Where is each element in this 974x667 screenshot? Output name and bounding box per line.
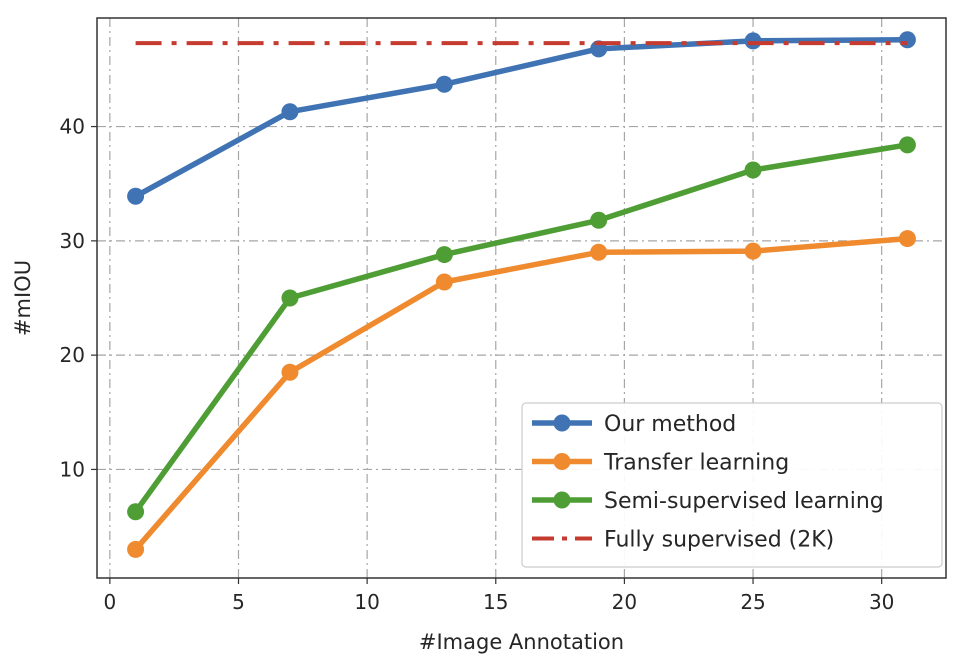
y-tick-label: 40 <box>60 115 85 139</box>
legend-item-transfer-learning: Transfer learning <box>532 451 789 476</box>
our-method-point <box>898 31 916 49</box>
y-axis-label: #mIOU <box>11 260 35 336</box>
our-method-point <box>281 103 299 121</box>
series-transfer-learning <box>127 230 916 558</box>
legend: Our method Transfer learning Semi-supervis… <box>521 402 943 568</box>
x-tick-label: 5 <box>232 590 245 614</box>
semi-supervised-learning-point <box>127 503 145 521</box>
legend-marker <box>553 491 571 509</box>
plot-frame <box>96 17 947 579</box>
semi-supervised-learning-line <box>132 142 911 515</box>
transfer-learning-point <box>435 273 453 291</box>
y-tick-label: 10 <box>60 457 85 481</box>
legend-box <box>521 402 943 568</box>
x-tick-label: 20 <box>612 590 637 614</box>
semi-supervised-learning-point <box>590 211 608 229</box>
legend-item-our-method: Our method <box>532 412 736 437</box>
x-tick-label: 10 <box>354 590 379 614</box>
our-method-point <box>127 187 145 205</box>
x-tick-label: 0 <box>103 590 116 614</box>
series-our-method <box>127 31 916 205</box>
y-tick-label: 30 <box>60 229 85 253</box>
semi-supervised-learning-point <box>898 136 916 154</box>
our-method-line <box>132 36 911 200</box>
y-tick-label: 20 <box>60 343 85 367</box>
series-semi-supervised-learning <box>127 136 916 521</box>
our-method-point <box>744 32 762 50</box>
x-axis-label: #Image Annotation <box>419 630 624 654</box>
legend-label: Transfer learning <box>603 451 789 476</box>
semi-supervised-learning-point <box>281 289 299 307</box>
legend-marker <box>553 414 571 432</box>
x-tick-label: 15 <box>483 590 508 614</box>
our-method-point <box>435 75 453 93</box>
series-layer <box>127 31 916 558</box>
axis-ticks: 0 5 10 15 20 25 30 10 20 30 40 <box>60 115 895 614</box>
transfer-learning-point <box>744 242 762 260</box>
transfer-learning-point <box>590 243 608 261</box>
legend-label: Fully supervised (2K) <box>604 528 834 553</box>
transfer-learning-line <box>132 235 911 553</box>
semi-supervised-learning-point <box>435 246 453 264</box>
legend-label: Semi-supervised learning <box>604 489 884 514</box>
transfer-learning-point <box>898 230 916 248</box>
legend-marker <box>553 453 571 470</box>
legend-item-fully-supervised-2k: Fully supervised (2K) <box>532 528 834 553</box>
transfer-learning-point <box>281 363 299 381</box>
x-tick-label: 25 <box>740 590 765 614</box>
legend-item-semi-supervised-learning: Semi-supervised learning <box>532 489 884 514</box>
transfer-learning-point <box>127 540 145 558</box>
semi-supervised-learning-point <box>744 161 762 179</box>
x-tick-label: 30 <box>869 590 894 614</box>
legend-label: Our method <box>604 412 736 437</box>
